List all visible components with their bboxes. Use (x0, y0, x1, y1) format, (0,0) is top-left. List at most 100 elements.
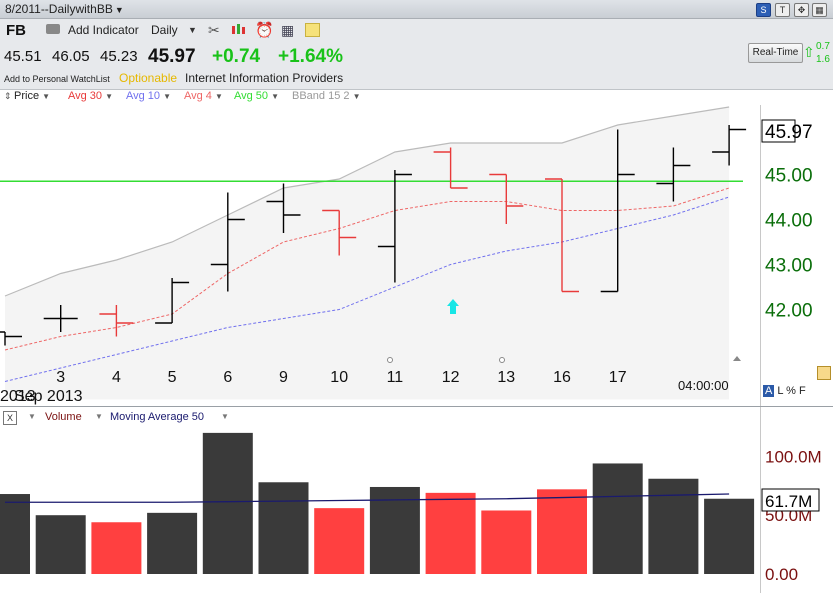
ma-label[interactable]: Moving Average 50 (110, 411, 204, 423)
realtime-button[interactable]: Real-Time (748, 43, 803, 63)
calculator-icon[interactable]: ▦ (281, 22, 295, 38)
alarm-icon[interactable]: ⏰ (255, 22, 274, 39)
date-year-label: 2013 (0, 388, 36, 405)
chevron-down-icon[interactable]: ▼ (28, 412, 36, 421)
volume-bar-4 (91, 522, 142, 574)
candles-icon[interactable] (231, 23, 245, 36)
axis-separator (760, 105, 761, 593)
volume-label[interactable]: Volume (45, 411, 82, 423)
add-watchlist-link[interactable]: Add to Personal WatchList (4, 74, 110, 84)
marker-dot-0 (387, 357, 393, 363)
add-indicator-icon[interactable] (46, 24, 60, 34)
volume-bar-13 (481, 510, 532, 574)
legend-bband[interactable]: BBand 15 2 ▼ (292, 90, 360, 102)
up-arrow-icon: ⇧ (803, 44, 815, 60)
high-price: 46.05 (52, 48, 90, 65)
volume-bar-16 (537, 489, 587, 574)
price-tick-43.00: 43.00 (765, 256, 813, 277)
chevron-down-icon[interactable]: ▼ (188, 25, 197, 35)
legend-avg10[interactable]: Avg 10 ▼ (126, 90, 171, 102)
legend-price-label: Price (14, 90, 40, 102)
vol-tick-100.0M: 100.0M (765, 447, 822, 466)
vol-tick-0.00: 0.00 (765, 565, 798, 584)
time-label: 04:00:00 (678, 378, 729, 393)
volume-bar-10 (314, 508, 365, 574)
chevron-down-icon: ▼ (105, 92, 114, 101)
legend-avg30[interactable]: Avg 30 ▼ (68, 90, 113, 102)
add-indicator-button[interactable]: Add Indicator (68, 23, 139, 37)
volume-bar-11 (369, 486, 420, 574)
price-change: +0.74 (212, 46, 261, 67)
chevron-down-icon[interactable]: ▼ (221, 412, 229, 421)
volume-bar-6 (202, 432, 253, 574)
symbol-label[interactable]: FB (6, 22, 26, 39)
indicator-legend: ⇕ Price ▼ Avg 30 ▼ Avg 10 ▼ Avg 4 ▼ Avg … (0, 89, 760, 105)
volume-ma-line (5, 493, 730, 503)
note-icon[interactable] (305, 23, 320, 37)
vol-last-label: 61.7M (765, 492, 812, 511)
chevron-down-icon: ▼ (163, 92, 172, 101)
volume-bar-9 (258, 482, 309, 574)
x-tick-17: 17 (609, 369, 627, 386)
x-tick-12: 12 (442, 369, 460, 386)
scale-options[interactable]: A L % F (763, 385, 806, 397)
last-price: 45.97 (148, 46, 196, 67)
marker-dot-1 (499, 357, 505, 363)
scale-option-a[interactable]: A (763, 385, 775, 397)
legend-avg4-label: Avg 4 (184, 90, 212, 102)
volume-bar-12 (425, 492, 476, 574)
last-price-box (761, 119, 796, 143)
bband-area (5, 107, 730, 400)
period-select[interactable]: Daily (151, 23, 178, 37)
avg4-line (4, 187, 730, 351)
bband-upper-line (4, 106, 730, 297)
legend-bband-label: BBand 15 2 (292, 90, 350, 102)
volume-bar-30 (0, 494, 30, 574)
s-button[interactable]: S (756, 3, 771, 17)
chevron-down-icon: ▼ (352, 92, 361, 101)
side-change: 0.7 (816, 41, 830, 52)
close-volume-button[interactable]: X (3, 411, 17, 425)
legend-price[interactable]: Price ▼ (14, 90, 50, 102)
last-price-label: 45.97 (765, 122, 813, 143)
window-title[interactable]: 8/2011--DailywithBB ▼ (5, 2, 124, 16)
chevron-down-icon: ▼ (271, 92, 280, 101)
chevron-down-icon: ▼ (42, 92, 51, 101)
panel-separator[interactable] (0, 406, 833, 407)
window-titlebar: 8/2011--DailywithBB ▼ S T ✥ ▦ (0, 0, 833, 19)
quote-panel: 45.51 46.05 45.23 45.97 +0.74 +1.64% Add… (0, 41, 833, 90)
chart-toolbar: FB Add Indicator Daily ▼ ✂ ⏰ ▦ (0, 19, 833, 41)
legend-avg4[interactable]: Avg 4 ▼ (184, 90, 223, 102)
grid-icon[interactable]: ▦ (812, 3, 827, 17)
updown-icon[interactable]: ⇕ (4, 91, 12, 101)
signal-arrow-icon (447, 299, 459, 314)
x-tick-6: 6 (223, 369, 232, 386)
x-tick-4: 4 (112, 369, 121, 386)
scale-options-label: L % F (774, 385, 806, 397)
volume-bar-5 (147, 512, 198, 574)
legend-avg50[interactable]: Avg 50 ▼ (234, 90, 279, 102)
side-change-pct: 1.6 (816, 54, 830, 65)
x-tick-9: 9 (279, 369, 288, 386)
price-change-pct: +1.64% (278, 46, 343, 67)
x-tick-13: 13 (497, 369, 515, 386)
tools-icon[interactable]: ✂ (208, 22, 220, 38)
volume-header: X ▼ Volume ▼ Moving Average 50 ▼ (0, 409, 760, 427)
move-icon[interactable]: ✥ (794, 3, 809, 17)
pencil-icon[interactable] (817, 366, 831, 380)
t-button[interactable]: T (775, 3, 790, 17)
price-tick-42.00: 42.00 (765, 301, 813, 322)
vol-last-box (761, 488, 820, 512)
volume-bar-19 (704, 498, 755, 574)
industry-link[interactable]: Internet Information Providers (185, 71, 344, 85)
x-tick-11: 11 (387, 369, 404, 386)
x-tick-5: 5 (168, 369, 177, 386)
x-tick-3: 3 (56, 369, 65, 386)
avg10-line (4, 196, 730, 382)
price-tick-45.00: 45.00 (765, 166, 813, 187)
optionable-link[interactable]: Optionable (119, 71, 178, 85)
low-price: 45.23 (100, 48, 138, 65)
scroll-up-icon (733, 356, 741, 361)
chevron-down-icon[interactable]: ▼ (95, 412, 103, 421)
chevron-down-icon: ▼ (215, 92, 223, 101)
